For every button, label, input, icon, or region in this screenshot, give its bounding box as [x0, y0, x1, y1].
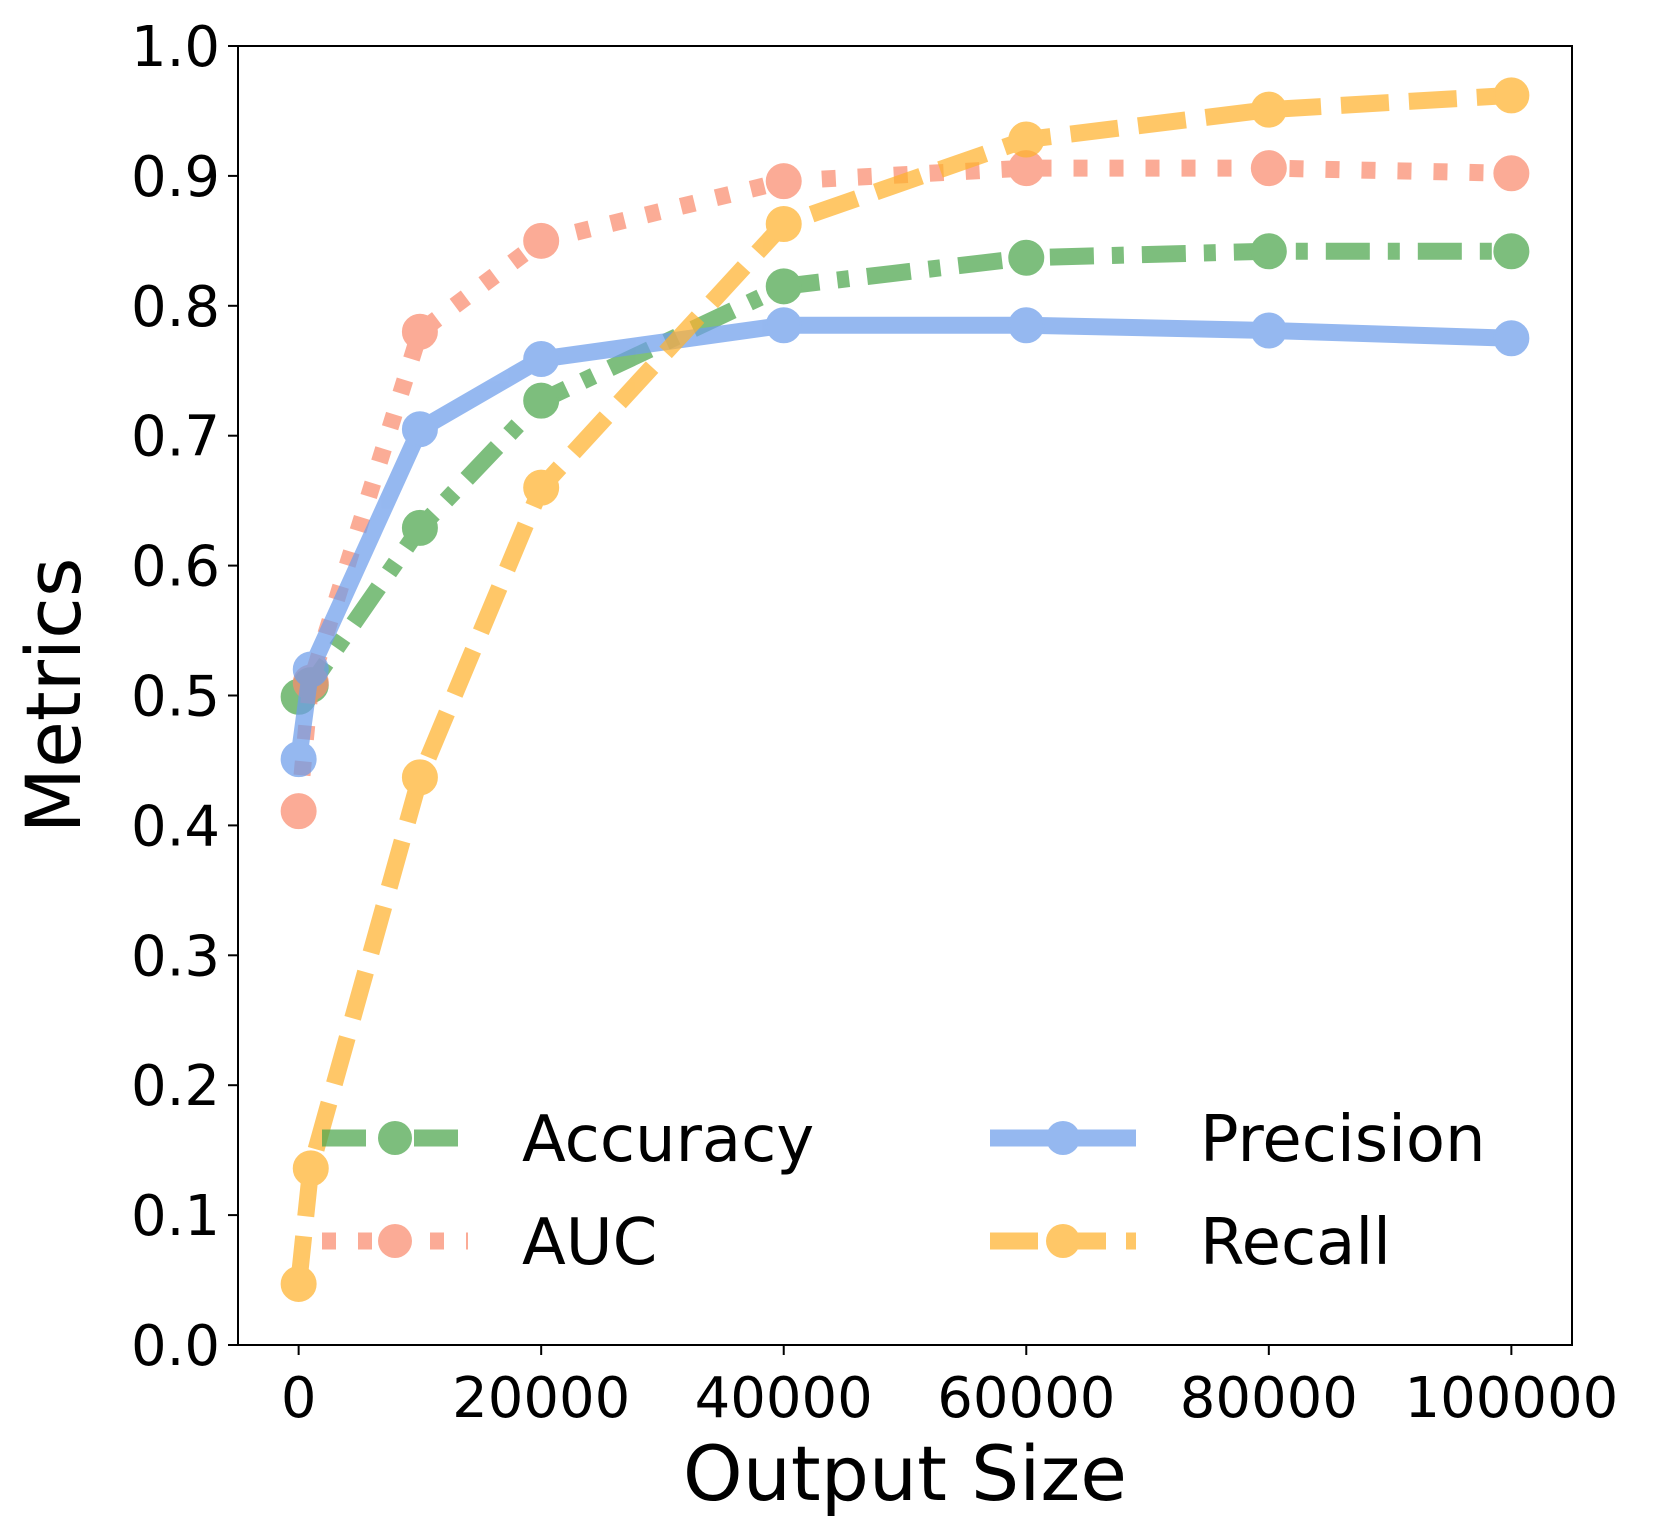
series-line: [290, 316, 1512, 761]
data-point: [1250, 150, 1287, 187]
x-axis: 0 20000 40000 60000 80000 100000: [281, 1345, 1618, 1431]
data-point: [280, 793, 317, 830]
data-point: [280, 741, 317, 778]
x-tick-label: 80000: [1180, 1366, 1358, 1431]
y-axis-title: Metrics: [9, 558, 98, 834]
data-point: [523, 382, 560, 419]
legend-marker: [378, 1121, 412, 1155]
data-point: [292, 1150, 329, 1187]
data-point: [401, 509, 438, 546]
y-axis: 0.0 0.1 0.2 0.3 0.4 0.5 0.6 0.7 0.8 0.9 1.0: [131, 15, 238, 1379]
data-point: [1008, 239, 1045, 276]
series-layer: [280, 77, 1530, 1302]
x-tick-label: 20000: [452, 1366, 630, 1431]
data-point: [401, 313, 438, 350]
data-point: [523, 341, 560, 378]
y-tick-label: 1.0: [131, 15, 220, 80]
x-tick-label: 40000: [695, 1366, 873, 1431]
legend: Accuracy Precision AUC Recall: [322, 1103, 1486, 1280]
series-accuracy: [280, 233, 1530, 715]
legend-item-auc: [322, 1224, 468, 1258]
data-point: [1493, 155, 1530, 192]
legend-label: AUC: [522, 1206, 657, 1280]
data-point: [401, 759, 438, 796]
x-tick-label: 0: [281, 1366, 317, 1431]
data-point: [765, 268, 802, 305]
data-point: [1493, 233, 1530, 270]
y-tick-label: 0.7: [131, 405, 220, 470]
legend-marker: [378, 1224, 412, 1258]
data-point: [292, 651, 329, 688]
data-point: [765, 205, 802, 242]
legend-label: Precision: [1200, 1103, 1486, 1177]
data-point: [1250, 233, 1287, 270]
data-point: [1250, 312, 1287, 349]
data-point: [765, 163, 802, 200]
y-tick-label: 0.4: [131, 794, 220, 859]
y-tick-label: 0.3: [131, 924, 220, 989]
x-tick-label: 60000: [937, 1366, 1115, 1431]
y-tick-label: 0.8: [131, 275, 220, 340]
legend-label: Recall: [1200, 1206, 1391, 1280]
data-point: [1250, 91, 1287, 128]
y-tick-label: 0.2: [131, 1054, 220, 1119]
series-line: [290, 86, 1512, 1285]
legend-item-precision: [990, 1121, 1136, 1155]
data-point: [401, 411, 438, 448]
legend-marker: [1046, 1224, 1080, 1258]
data-point: [1008, 121, 1045, 158]
data-point: [523, 469, 560, 506]
y-tick-label: 0.0: [131, 1314, 220, 1379]
data-point: [523, 222, 560, 259]
legend-item-recall: [990, 1224, 1136, 1258]
data-point: [1493, 320, 1530, 357]
series-recall: [280, 77, 1530, 1302]
x-axis-title: Output Size: [683, 1429, 1127, 1518]
data-point: [1008, 307, 1045, 344]
legend-marker: [1046, 1121, 1080, 1155]
data-point: [280, 1265, 317, 1302]
y-tick-label: 0.6: [131, 535, 220, 600]
y-tick-label: 0.9: [131, 145, 220, 210]
series-precision: [280, 307, 1530, 778]
data-point: [1493, 77, 1530, 114]
legend-item-accuracy: [322, 1121, 468, 1155]
legend-label: Accuracy: [522, 1103, 814, 1177]
x-tick-label: 100000: [1404, 1366, 1618, 1431]
data-point: [765, 307, 802, 344]
y-tick-label: 0.1: [131, 1184, 220, 1249]
y-tick-label: 0.5: [131, 665, 220, 730]
